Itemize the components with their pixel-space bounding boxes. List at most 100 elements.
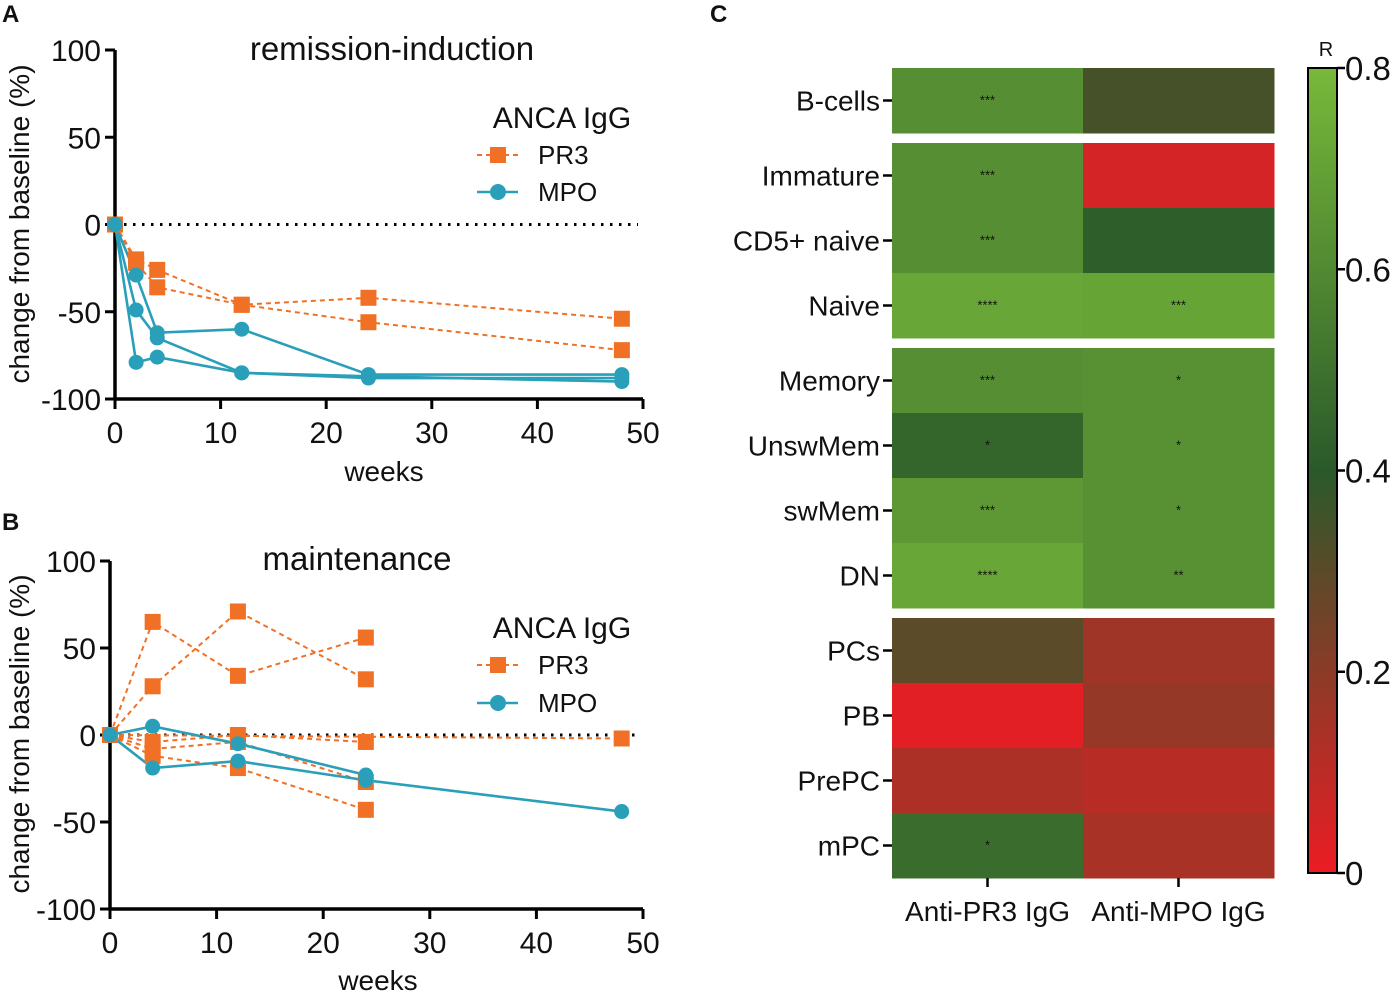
panel-a-point-mpo — [234, 365, 250, 381]
panel-b-line-chart: maintenance ANCA IgG PR3 MPO weeks chang… — [4, 540, 660, 995]
panel-a-legend-mpo-label: MPO — [538, 177, 597, 207]
colorbar-label: R — [1319, 39, 1333, 61]
panel-a-series-mpo-line — [113, 224, 622, 383]
panel-a-legend: ANCA IgG PR3 MPO — [477, 102, 631, 207]
panel-a-y-axis-label: change from baseline (%) — [4, 64, 35, 383]
panel-b-point-pr3 — [144, 678, 161, 695]
panel-b-point-mpo — [230, 753, 246, 769]
heatmap-cell — [892, 273, 1084, 339]
panel-b-title: maintenance — [263, 540, 452, 577]
row-label: UnswMem — [748, 431, 880, 462]
panel-a-legend-pr3-label: PR3 — [538, 140, 589, 170]
panel-b-legend: ANCA IgG PR3 MPO — [477, 612, 631, 718]
panel-b-x-tick-label: 20 — [307, 927, 340, 960]
panel-a-title: remission-induction — [250, 30, 534, 67]
panel-a-series-pr3-line — [114, 223, 622, 320]
panel-b-x-tick-label: 30 — [413, 927, 446, 960]
panel-b-point-pr3 — [357, 671, 374, 688]
heatmap-cell — [1083, 68, 1275, 134]
heatmap-cell — [892, 618, 1084, 684]
panel-letter-b: B — [2, 509, 19, 536]
heatmap-cell — [892, 748, 1084, 814]
panel-b-series-mpo-line — [109, 724, 367, 777]
panel-b-legend-pr3-label: PR3 — [538, 650, 589, 680]
panel-b-x-tick-label: 40 — [520, 927, 553, 960]
panel-b-series-pr3-line — [109, 733, 366, 743]
panel-b-point-pr3 — [229, 603, 246, 620]
significance-label: ** — [1173, 568, 1183, 583]
colorbar-gradient — [1307, 67, 1338, 874]
panel-a-legend-mpo-marker — [490, 184, 506, 200]
panel-letter-a: A — [2, 1, 19, 28]
heatmap-cell — [892, 208, 1084, 274]
heatmap-cell — [1083, 478, 1275, 544]
heatmap-cell — [1083, 748, 1275, 814]
panel-a-point-pr3 — [128, 254, 145, 271]
panel-b-point-mpo — [358, 772, 374, 788]
panel-a-y-tick-label: -100 — [41, 384, 101, 417]
panel-b-x-tick-label: 10 — [200, 927, 233, 960]
panel-a-x-tick-label: 0 — [107, 417, 124, 450]
panel-a-point-pr3 — [613, 310, 630, 327]
heatmap-cell — [892, 68, 1084, 134]
panel-a-point-mpo — [107, 217, 123, 232]
heatmap-cell — [1083, 813, 1275, 879]
row-label: B-cells — [796, 86, 880, 117]
panel-b-point-pr3 — [357, 801, 374, 818]
panel-a-y-tick-label: -50 — [58, 297, 101, 330]
panel-a-x-tick-label: 20 — [310, 417, 343, 450]
panel-a-point-mpo — [149, 349, 165, 365]
row-label: Naive — [808, 291, 880, 322]
significance-label: * — [1176, 438, 1181, 453]
heatmap-cell — [1083, 543, 1275, 609]
panel-a-point-mpo — [360, 368, 376, 384]
heatmap-cell — [1083, 348, 1275, 414]
panel-b-point-pr3 — [357, 629, 374, 646]
column-label: Anti-PR3 IgG — [905, 896, 1070, 927]
column-label: Anti-MPO IgG — [1091, 896, 1265, 927]
significance-label: *** — [980, 503, 995, 518]
panel-a-point-pr3 — [613, 342, 630, 359]
significance-label: * — [985, 838, 990, 853]
panel-b-series-pr3-line — [109, 610, 367, 736]
row-label: mPC — [818, 831, 880, 862]
panel-a-point-pr3 — [149, 279, 166, 296]
panel-a-point-mpo — [149, 330, 165, 346]
significance-label: *** — [980, 233, 995, 248]
colorbar-tick-label: 0.8 — [1345, 50, 1391, 87]
panel-b-legend-mpo-label: MPO — [538, 688, 597, 718]
heatmap-cell — [892, 413, 1084, 479]
heatmap-cell — [1083, 143, 1275, 209]
significance-label: **** — [977, 568, 997, 583]
panel-a-x-tick-label: 30 — [415, 417, 448, 450]
heatmap-cell — [892, 813, 1084, 879]
panel-a-point-mpo — [234, 321, 250, 337]
significance-label: *** — [980, 168, 995, 183]
panel-c-colorbar: R 0.8 0.6 0.4 0.2 0 — [1307, 39, 1391, 892]
row-label: PrePC — [798, 766, 880, 797]
panel-b-point-pr3 — [357, 733, 374, 750]
row-label: CD5+ naive — [733, 226, 880, 257]
colorbar-tick-label: 0.6 — [1345, 251, 1391, 288]
panel-b-x-tick-label: 0 — [102, 927, 119, 960]
panel-b-y-axis-label: change from baseline (%) — [4, 574, 35, 893]
panel-a-point-pr3 — [149, 261, 166, 278]
panel-a-point-mpo — [128, 267, 144, 283]
panel-b-y-tick-label: 0 — [79, 720, 96, 753]
panel-b-legend-title: ANCA IgG — [493, 612, 631, 645]
significance-label: * — [985, 438, 990, 453]
row-label: Immature — [762, 161, 880, 192]
panel-a-legend-pr3-marker — [490, 147, 506, 163]
significance-label: *** — [980, 93, 995, 108]
panel-b-x-axis-label: weeks — [337, 965, 417, 995]
significance-label: * — [1176, 503, 1181, 518]
colorbar-tick-label: 0 — [1345, 855, 1363, 892]
panel-a-y-tick-label: 100 — [51, 35, 101, 68]
panel-a-point-pr3 — [360, 289, 377, 306]
panel-b-legend-pr3-marker — [490, 657, 506, 673]
colorbar-tick-label: 0.4 — [1345, 453, 1391, 490]
panel-a-x-axis-label: weeks — [343, 456, 423, 487]
panel-a-x-tick-label: 10 — [204, 417, 237, 450]
heatmap-cell — [1083, 683, 1275, 749]
